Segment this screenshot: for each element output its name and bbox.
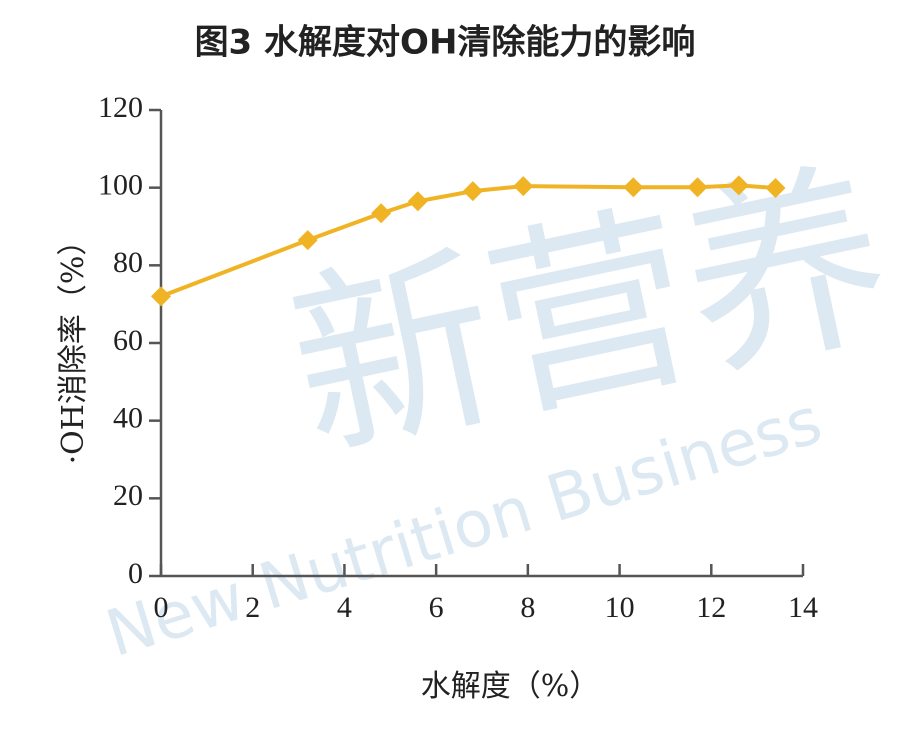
y-tick-label: 120 <box>98 91 143 124</box>
x-tick-label: 0 <box>154 591 169 624</box>
data-line <box>160 183 776 299</box>
data-point <box>151 286 171 307</box>
y-tick-label: 0 <box>128 557 143 590</box>
x-tick-label: 2 <box>245 591 260 624</box>
x-tick-label: 10 <box>605 591 635 624</box>
data-point <box>728 175 749 196</box>
y-tick-label: 100 <box>98 169 143 202</box>
data-point <box>513 176 534 197</box>
x-tick-label: 8 <box>520 591 535 624</box>
data-point <box>462 181 483 202</box>
y-axis-label: ·OH消除率（%） <box>56 226 91 465</box>
x-tick-label: 6 <box>429 591 444 624</box>
data-point <box>297 230 318 251</box>
y-tick-label: 20 <box>113 479 143 512</box>
data-point <box>371 203 392 224</box>
data-point <box>687 177 708 198</box>
data-point <box>623 177 644 198</box>
y-tick-label: 60 <box>113 324 143 357</box>
y-tick-label: 40 <box>113 402 143 435</box>
x-tick-label: 14 <box>788 591 818 624</box>
y-tick-label: 80 <box>113 246 143 279</box>
chart-title: 图3 水解度对OH清除能力的影响 <box>195 23 696 63</box>
x-tick-label: 4 <box>337 591 352 624</box>
data-point <box>407 191 428 212</box>
x-axis-label: 水解度（%） <box>421 669 600 704</box>
x-tick-label: 12 <box>696 591 726 624</box>
data-point <box>765 178 786 199</box>
